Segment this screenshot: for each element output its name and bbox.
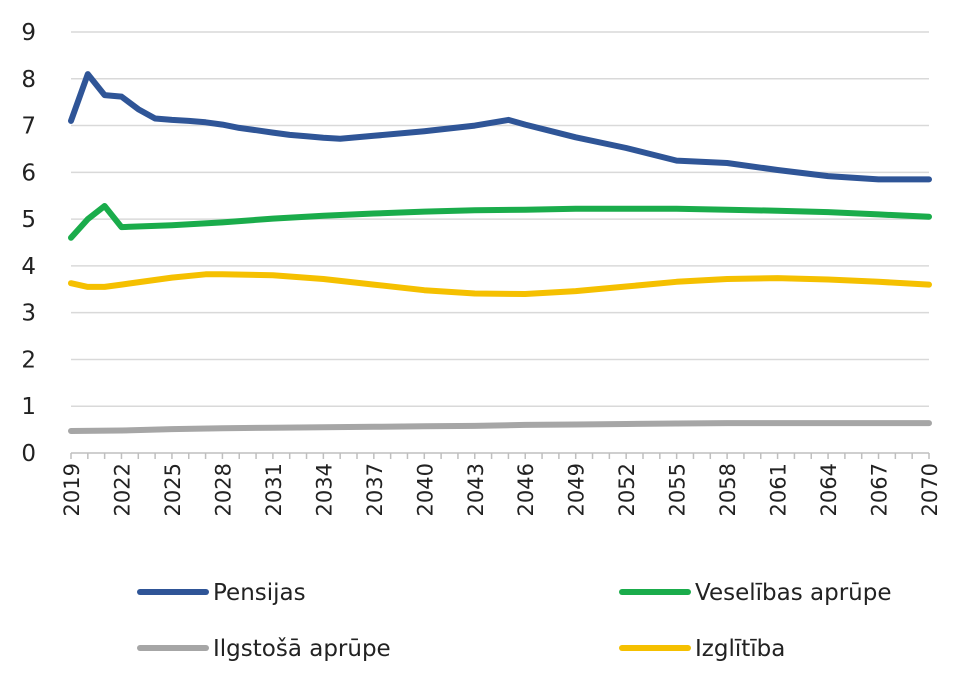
- x-tick-label: 2028: [211, 463, 235, 516]
- x-tick-label: 2058: [716, 463, 740, 516]
- y-tick-label: 6: [21, 160, 36, 186]
- x-tick-label: 2064: [817, 463, 841, 516]
- x-tick-label: 2043: [464, 463, 488, 516]
- x-axis: 2019 2022 2025 2028 2031 2034 2037 2040 2043 2046…: [60, 452, 942, 516]
- x-tick-label: 2019: [60, 463, 84, 516]
- y-tick-label: 8: [21, 67, 36, 93]
- y-tick-label: 5: [21, 207, 36, 233]
- x-tick-label: 2037: [363, 463, 387, 516]
- y-tick-label: 1: [21, 394, 36, 420]
- series-lines: [68, 71, 932, 434]
- y-tick-label: 2: [21, 347, 36, 373]
- series-line-3: [68, 420, 932, 434]
- y-axis: 0 1 2 3 4 5 6 7 8 9: [21, 20, 36, 467]
- x-tick-label: 2040: [413, 463, 437, 516]
- series-line-2: [68, 203, 932, 241]
- x-tick-label: 2055: [666, 463, 690, 516]
- x-tick-label: 2067: [868, 463, 892, 516]
- gridlines: [71, 31, 929, 407]
- x-tick-label: 2061: [767, 463, 791, 516]
- legend-label: Veselības aprūpe: [695, 580, 891, 606]
- series-line-4: [68, 271, 932, 297]
- y-tick-label: 9: [21, 20, 36, 46]
- x-tick-label: 2034: [312, 463, 336, 516]
- y-tick-label: 7: [21, 114, 36, 140]
- y-tick-label: 4: [21, 254, 36, 280]
- legend-label: Pensijas: [213, 580, 306, 606]
- x-tick-label: 2046: [514, 463, 538, 516]
- x-tick-label: 2022: [110, 463, 134, 516]
- legend: Pensijas Veselības aprūpe Ilgstošā aprūpe I…: [137, 580, 891, 662]
- y-tick-label: 3: [21, 301, 36, 327]
- x-tick-label: 2025: [161, 463, 185, 516]
- legend-label: Izglītība: [695, 636, 785, 662]
- series-line-1: [68, 71, 932, 183]
- y-tick-label: 0: [21, 441, 36, 467]
- legend-label: Ilgstošā aprūpe: [213, 636, 391, 662]
- x-tick-label: 2031: [262, 463, 286, 516]
- x-tick-label: 2070: [918, 463, 942, 516]
- x-tick-label: 2052: [615, 463, 639, 516]
- x-tick-label: 2049: [565, 463, 589, 516]
